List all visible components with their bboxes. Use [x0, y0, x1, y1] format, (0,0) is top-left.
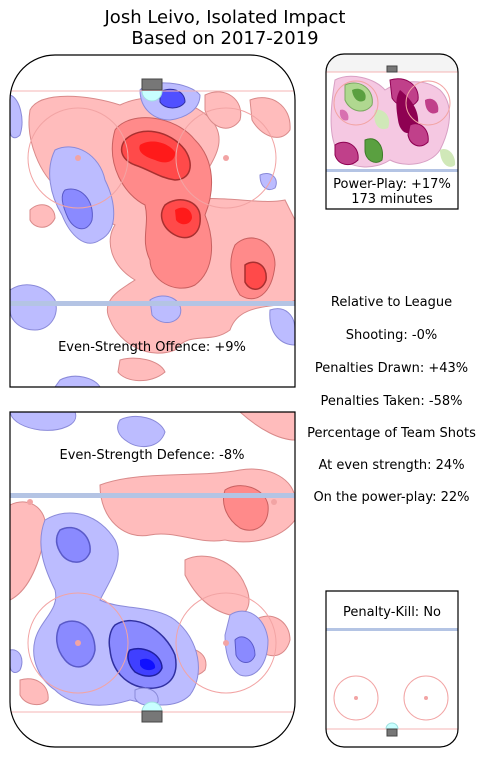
stat-penalties-taken: Penalties Taken: -58%	[320, 394, 463, 409]
stat-shooting: Shooting: -0%	[345, 328, 438, 343]
chart-title-line2: Based on 2017-2019	[131, 28, 319, 49]
faceoff-circle	[405, 80, 451, 126]
ev-defence-heat-below	[10, 412, 269, 706]
faceoff-circle	[333, 675, 379, 721]
pk-rink: Penalty-Kill: No	[325, 590, 459, 748]
faceoff-circle	[333, 80, 379, 126]
faceoff-circle	[27, 592, 129, 694]
pk-label: Penalty-Kill: No	[343, 605, 441, 620]
chart-title-line1: Josh Leivo, Isolated Impact	[104, 7, 346, 28]
pp-rink: Power-Play: +17% 173 minutes	[325, 53, 459, 210]
ev-offence-heat-above	[28, 91, 295, 382]
pp-heat	[330, 75, 456, 168]
goal-crease	[385, 722, 399, 730]
stat-team-shots-heading: Percentage of Team Shots	[307, 426, 476, 441]
rink-boards	[9, 411, 296, 748]
faceoff-circle	[175, 592, 277, 694]
goal-crease	[141, 701, 163, 713]
blue-line	[10, 301, 295, 306]
stats-heading: Relative to League	[330, 295, 453, 310]
ev-defence-rink: Even-Strength Defence: -8%	[9, 411, 296, 748]
rink-boards	[9, 54, 296, 388]
goal-net-icon	[141, 710, 163, 723]
goal-crease	[141, 90, 163, 102]
blue-line	[10, 493, 295, 498]
goal-net-icon	[386, 728, 398, 737]
faceoff-circle	[403, 675, 449, 721]
ev-defence-label: Even-Strength Defence: -8%	[60, 448, 245, 463]
stat-power-play-share: On the power-play: 22%	[313, 490, 470, 505]
pp-label-line2: 173 minutes	[351, 192, 433, 207]
blue-line	[326, 628, 458, 631]
blue-line	[326, 169, 458, 172]
stat-penalties-drawn: Penalties Drawn: +43%	[314, 361, 469, 376]
rink-boards	[325, 590, 459, 748]
goal-net-icon	[141, 78, 163, 91]
faceoff-circle	[175, 107, 277, 209]
ev-offence-label: Even-Strength Offence: +9%	[58, 340, 246, 355]
faceoff-circle	[27, 107, 129, 209]
ev-offence-rink: Even-Strength Offence: +9%	[9, 54, 296, 388]
pp-label-line1: Power-Play: +17%	[333, 177, 451, 192]
goal-net-icon	[386, 65, 398, 73]
rink-boards	[325, 53, 459, 210]
stat-even-strength-share: At even strength: 24%	[318, 458, 465, 473]
